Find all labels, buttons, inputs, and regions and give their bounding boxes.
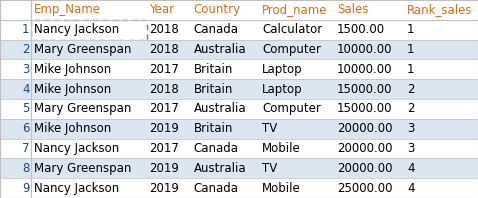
Text: Mike Johnson: Mike Johnson [34, 83, 111, 96]
Text: 2019: 2019 [149, 182, 179, 195]
Text: Mary Greenspan: Mary Greenspan [34, 43, 131, 56]
Text: 2019: 2019 [149, 122, 179, 135]
Text: Nancy Jackson: Nancy Jackson [34, 182, 119, 195]
Text: Mobile: Mobile [262, 182, 301, 195]
Text: 2018: 2018 [149, 83, 179, 96]
Text: 9: 9 [22, 182, 30, 195]
Text: 1500.00: 1500.00 [337, 23, 385, 36]
Text: 4: 4 [407, 182, 414, 195]
Text: Nancy Jackson: Nancy Jackson [34, 142, 119, 155]
Text: Canada: Canada [194, 182, 239, 195]
Text: 1: 1 [22, 23, 30, 36]
Text: Rank_sales: Rank_sales [407, 3, 472, 16]
Bar [0, 40, 478, 59]
Bar [0, 99, 478, 119]
Text: TV: TV [262, 162, 277, 175]
Text: 2017: 2017 [149, 63, 179, 76]
Text: 2: 2 [407, 102, 414, 115]
Text: 2018: 2018 [149, 23, 179, 36]
Text: 2019: 2019 [149, 162, 179, 175]
Text: Australia: Australia [194, 43, 247, 56]
Text: Mary Greenspan: Mary Greenspan [34, 162, 131, 175]
Bar [0, 59, 478, 79]
Text: Country: Country [194, 3, 241, 16]
Text: Computer: Computer [262, 102, 321, 115]
Bar [0, 139, 478, 158]
Bar [32, 20, 147, 40]
Text: Emp_Name: Emp_Name [34, 3, 101, 16]
Bar [0, 158, 478, 178]
Text: 10000.00: 10000.00 [337, 43, 392, 56]
Text: Prod_name: Prod_name [262, 3, 327, 16]
Text: Laptop: Laptop [262, 83, 303, 96]
Text: 15000.00: 15000.00 [337, 83, 392, 96]
Text: Sales: Sales [337, 3, 369, 16]
Text: 5: 5 [22, 102, 30, 115]
Text: 2017: 2017 [149, 102, 179, 115]
Text: Mary Greenspan: Mary Greenspan [34, 102, 131, 115]
Text: Britain: Britain [194, 63, 233, 76]
Bar [0, 79, 478, 99]
Text: Canada: Canada [194, 142, 239, 155]
Text: Year: Year [149, 3, 174, 16]
Text: Britain: Britain [194, 83, 233, 96]
Text: Calculator: Calculator [262, 23, 322, 36]
Text: 4: 4 [407, 162, 414, 175]
Text: Mobile: Mobile [262, 142, 301, 155]
Text: 1: 1 [407, 63, 414, 76]
Text: Nancy Jackson: Nancy Jackson [34, 23, 119, 36]
Text: 2017: 2017 [149, 142, 179, 155]
Text: Mike Johnson: Mike Johnson [34, 122, 111, 135]
Text: 20000.00: 20000.00 [337, 162, 392, 175]
Bar [0, 20, 478, 40]
Text: Laptop: Laptop [262, 63, 303, 76]
Text: 15000.00: 15000.00 [337, 102, 392, 115]
Text: Britain: Britain [194, 122, 233, 135]
Text: 2: 2 [22, 43, 30, 56]
Text: 2: 2 [407, 83, 414, 96]
Text: 3: 3 [407, 142, 414, 155]
Text: Canada: Canada [194, 23, 239, 36]
Text: 2018: 2018 [149, 43, 179, 56]
Text: 1: 1 [407, 43, 414, 56]
Text: 8: 8 [22, 162, 30, 175]
Text: 6: 6 [22, 122, 30, 135]
Text: TV: TV [262, 122, 277, 135]
Text: 7: 7 [22, 142, 30, 155]
Text: 3: 3 [22, 63, 30, 76]
Text: 10000.00: 10000.00 [337, 63, 392, 76]
Text: Australia: Australia [194, 102, 247, 115]
Text: Australia: Australia [194, 162, 247, 175]
Text: 25000.00: 25000.00 [337, 182, 392, 195]
Text: 20000.00: 20000.00 [337, 142, 392, 155]
Text: 20000.00: 20000.00 [337, 122, 392, 135]
Text: Mike Johnson: Mike Johnson [34, 63, 111, 76]
Text: 4: 4 [22, 83, 30, 96]
Bar [0, 0, 478, 20]
Text: 1: 1 [407, 23, 414, 36]
Bar [0, 178, 478, 198]
Text: Computer: Computer [262, 43, 321, 56]
Text: 3: 3 [407, 122, 414, 135]
Bar [0, 119, 478, 139]
